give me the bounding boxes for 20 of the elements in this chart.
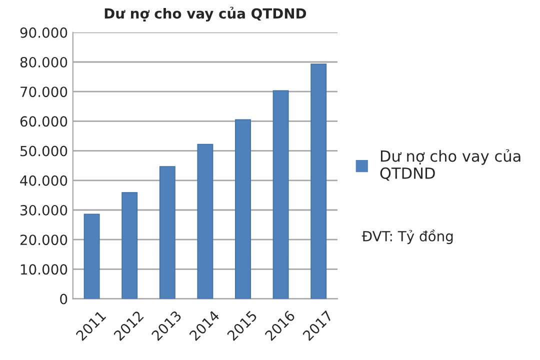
y-tick-label: 40.000 [20,175,68,186]
y-tick-label: 0 [60,294,68,304]
legend-label: Dư nợ cho vay của QTDND [380,149,520,181]
y-tick-label: 20.000 [20,234,68,246]
bar [197,144,214,299]
y-tick-label: 10.000 [20,264,68,275]
chart-title: Dư nợ cho vay của QTDND [104,6,306,22]
y-tick-label: 70.000 [20,86,68,98]
bar [310,64,327,299]
y-tick-label: 80.000 [20,56,68,68]
y-tick-label: 60.000 [20,116,68,127]
y-tick-label: 30.000 [20,204,68,216]
bar [84,214,100,299]
text: ĐVT: Tỷ đồng [362,229,453,244]
bar [159,166,176,299]
bar [122,192,138,299]
y-tick-label: 50.000 [20,146,68,156]
bar [235,119,251,299]
bar [272,90,289,299]
y-tick-label: 90.000 [20,27,68,38]
